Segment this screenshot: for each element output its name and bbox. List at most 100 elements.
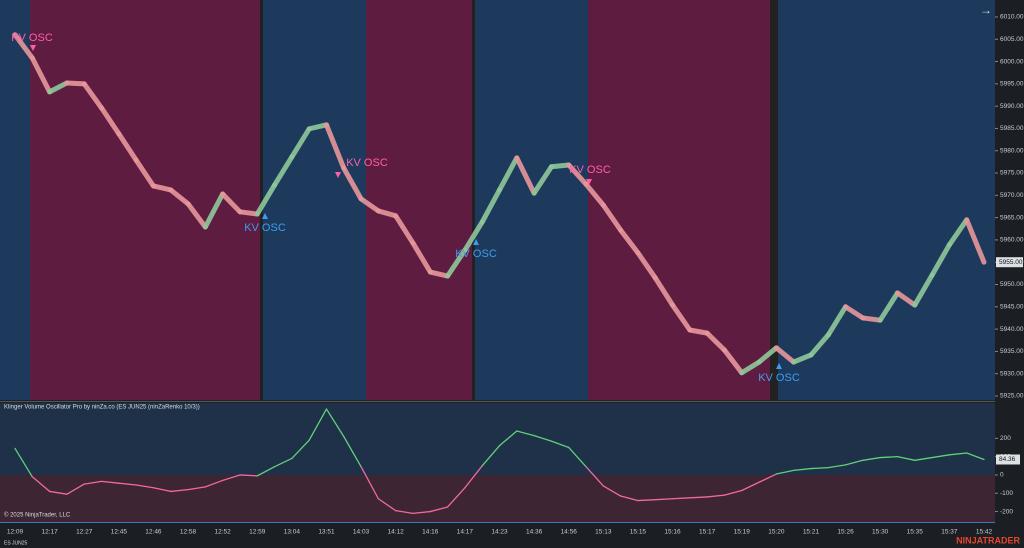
- osc-segment: [568, 446, 587, 468]
- osc-segment: [966, 452, 985, 461]
- price-segment: [652, 275, 676, 308]
- price-segment: [341, 165, 364, 202]
- price-segment: [479, 187, 502, 225]
- brand: NINJATRADER: [956, 535, 1020, 545]
- osc-segment: [896, 455, 916, 461]
- price-segment: [47, 80, 70, 95]
- x-tick-label: 14:16: [422, 529, 439, 536]
- price-segment: [133, 157, 156, 189]
- x-tick-label: 15:30: [872, 529, 889, 536]
- osc-segment: [239, 474, 258, 477]
- x-tick-label: 12:45: [111, 529, 128, 536]
- osc-segment: [844, 459, 864, 466]
- osc-segment: [827, 464, 847, 469]
- y-tick-label: -100: [1000, 490, 1013, 497]
- signal-down: [30, 45, 36, 51]
- osc-segment: [135, 484, 155, 489]
- osc-segment: [637, 499, 656, 502]
- osc-segment: [706, 494, 726, 498]
- x-tick-label: 15:42: [976, 529, 993, 536]
- x-tick-label: 14:36: [526, 529, 543, 536]
- signal-up: [776, 363, 782, 369]
- osc-segment: [221, 474, 241, 482]
- band-blue: [474, 0, 588, 400]
- indicator-title: Klinger Volume Oscillator Pro by ninZa.c…: [4, 405, 200, 411]
- price-segment: [912, 272, 935, 308]
- price-segment: [825, 304, 849, 338]
- price-segment: [185, 201, 208, 230]
- price-segment: [116, 131, 139, 163]
- x-tick-label: 15:17: [699, 529, 716, 536]
- last-price-label: 5955.00: [999, 259, 1023, 266]
- last-price-box: [996, 257, 1023, 268]
- band-separator: [472, 0, 475, 400]
- x-tick-label: 12:27: [76, 529, 93, 536]
- signal-label: KV OSC: [455, 248, 497, 260]
- osc-segment: [862, 456, 881, 461]
- price-segment: [514, 155, 537, 196]
- band-maroon: [30, 0, 262, 400]
- osc-segment: [325, 408, 345, 438]
- price-segment: [358, 196, 381, 214]
- y-tick-label: -200: [1000, 508, 1013, 515]
- osc-segment: [152, 487, 172, 493]
- osc-segment: [412, 510, 431, 515]
- osc-segment: [66, 483, 85, 495]
- y-tick-label: 5990.00: [1000, 103, 1024, 110]
- osc-segment: [273, 457, 293, 468]
- y-tick-label: 5960.00: [1000, 237, 1024, 244]
- osc-segment: [429, 506, 449, 513]
- osc-segment: [100, 480, 120, 484]
- price-segment: [548, 162, 572, 170]
- osc-segment: [343, 435, 362, 468]
- y-tick-label: 5995.00: [1000, 81, 1024, 88]
- price-segment: [877, 290, 900, 323]
- osc-segment: [118, 482, 137, 486]
- price-segment: [220, 191, 243, 215]
- signal-up: [473, 239, 479, 245]
- price-segment: [289, 126, 312, 160]
- signal-label: KV OSC: [758, 372, 800, 384]
- osc-segment: [516, 430, 535, 437]
- x-tick-label: 14:03: [353, 529, 370, 536]
- scroll-arrow[interactable]: →: [980, 3, 992, 17]
- band-blue: [778, 0, 995, 400]
- y-tick-label: 0: [1000, 472, 1004, 479]
- x-tick-label: 15:37: [941, 529, 958, 536]
- y-tick-label: 5965.00: [1000, 214, 1024, 221]
- y-tick-label: 6005.00: [1000, 36, 1024, 43]
- x-tick-label: 15:21: [803, 529, 820, 536]
- osc-segment: [793, 467, 812, 472]
- price-segment: [843, 304, 866, 321]
- osc-segment: [533, 434, 553, 442]
- osc-segment: [671, 497, 691, 500]
- signal-up: [262, 213, 268, 219]
- price-segment: [635, 250, 658, 281]
- x-tick-label: 12:59: [249, 529, 266, 536]
- price-segment: [427, 269, 451, 279]
- osc-segment: [14, 447, 33, 478]
- osc-segment: [723, 489, 743, 496]
- band-blue: [262, 0, 366, 400]
- price-segment: [687, 327, 710, 336]
- price-segment: [64, 80, 87, 87]
- price-segment: [12, 32, 35, 61]
- osc-positive-zone: [0, 403, 995, 475]
- price-segment: [531, 164, 554, 196]
- price-segment: [946, 217, 970, 248]
- osc-segment: [914, 456, 933, 461]
- osc-segment: [810, 466, 829, 470]
- osc-segment: [256, 466, 276, 477]
- annotations: KV OSC KV OSC KV OSC KV OSC KV OSC KV OS…: [11, 32, 800, 384]
- signal-down: [335, 172, 341, 178]
- osc-segment: [948, 452, 968, 456]
- y-tick-label: 5930.00: [1000, 370, 1024, 377]
- x-tick-label: 13:51: [318, 529, 335, 536]
- price-segment: [808, 332, 831, 358]
- signal-label: KV OSC: [11, 32, 53, 44]
- time-axis: [0, 522, 1024, 548]
- osc-segment: [689, 496, 708, 499]
- osc-segment: [83, 480, 103, 485]
- price-segment: [306, 122, 329, 132]
- y-tick-label: 5970.00: [1000, 192, 1024, 199]
